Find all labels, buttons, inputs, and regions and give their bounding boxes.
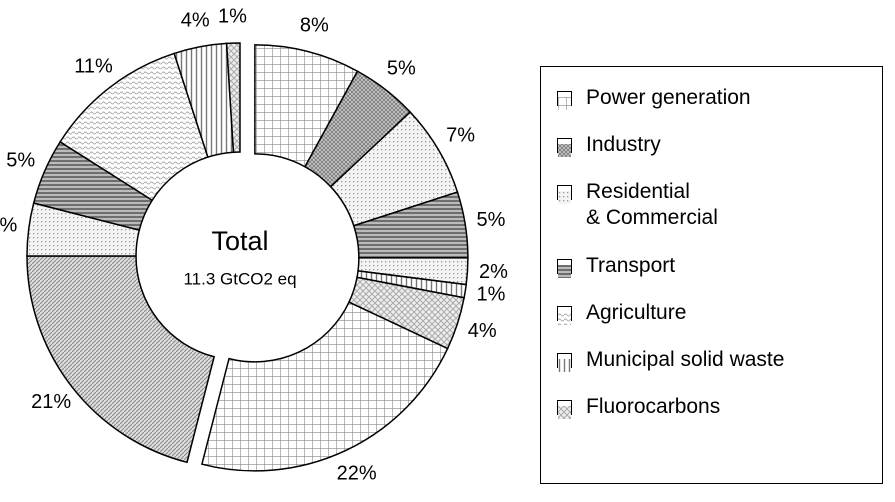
legend-label: Residential & Commercial: [586, 180, 718, 229]
chart: Total 11.3 GtCO2 eq 8%5%7%5%2%1%4%22%21%…: [0, 5, 508, 484]
data-label: 7%: [446, 125, 475, 147]
legend-item: Fluorocarbons: [557, 394, 882, 441]
legend-item: Residential & Commercial: [557, 179, 882, 253]
legend-label: Industry: [586, 133, 661, 156]
legend-swatch: [557, 400, 572, 419]
legend-label: Fluorocarbons: [586, 395, 721, 418]
data-label: 5%: [387, 57, 416, 79]
data-label: 4%: [468, 320, 497, 342]
legend: Power generation Industry Residential & Co…: [540, 66, 883, 484]
data-label: 8%: [300, 15, 329, 37]
data-label: 4%: [0, 214, 18, 236]
legend-swatch: [557, 91, 572, 110]
legend-swatch: [557, 138, 572, 157]
donut-slice: [225, 42, 241, 154]
legend-item: Industry: [557, 132, 882, 179]
center-title: Total: [211, 226, 268, 256]
legend-label: Agriculture: [586, 301, 687, 324]
legend-swatch: [557, 259, 572, 278]
legend-label: Power generation: [586, 86, 751, 109]
data-label: 5%: [476, 209, 505, 231]
legend-item: Power generation: [557, 85, 882, 132]
donut-slice: [200, 301, 449, 472]
center-subtitle: 11.3 GtCO2 eq: [183, 269, 296, 288]
legend-item: Municipal solid waste: [557, 347, 882, 394]
donut-slice: [26, 255, 216, 464]
legend-swatch: [557, 185, 572, 204]
legend-label: Municipal solid waste: [586, 348, 785, 371]
legend-item: Agriculture: [557, 300, 882, 347]
data-label: 1%: [476, 284, 505, 306]
data-label: 4%: [181, 10, 210, 32]
legend-item: Transport: [557, 253, 882, 300]
legend-label: Transport: [586, 254, 676, 277]
data-label: 21%: [31, 391, 71, 413]
legend-swatch: [557, 306, 572, 325]
data-label: 2%: [479, 261, 508, 283]
legend-swatch: [557, 353, 572, 372]
data-label: 22%: [337, 462, 377, 484]
data-label: 5%: [6, 149, 35, 171]
data-label: 11%: [74, 55, 113, 77]
data-label: 1%: [218, 5, 247, 27]
